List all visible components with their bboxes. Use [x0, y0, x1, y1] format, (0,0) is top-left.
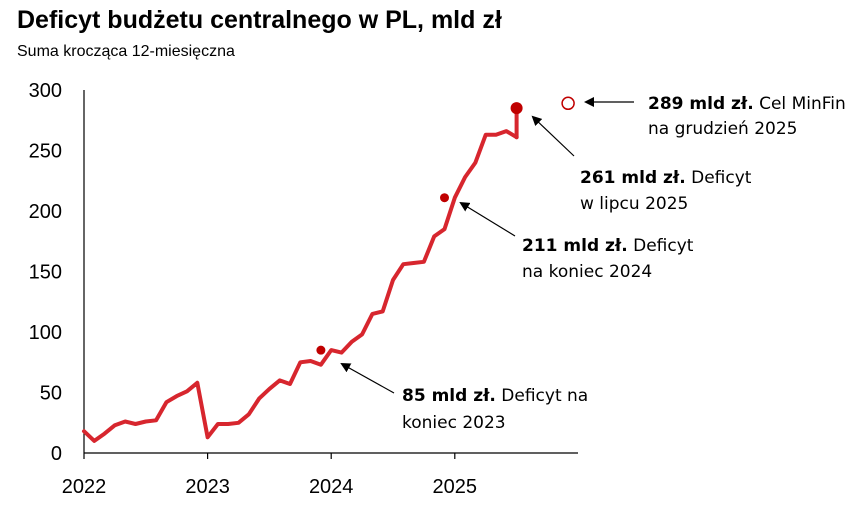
annotation-july-2025-line2: w lipcu 2025	[580, 194, 688, 214]
annotation-end-2023-value: 85 mld zł.	[402, 386, 496, 406]
annotation-july-2025: 261 mld zł. Deficyt w lipcu 2025	[531, 115, 752, 214]
y-tick-label: 200	[29, 201, 62, 223]
annotation-target-text: Cel MinFin	[754, 94, 846, 114]
y-tick-label: 300	[29, 80, 62, 102]
annotation-end-2024-value: 211 mld zł.	[522, 236, 628, 256]
arrow-july-2025	[531, 115, 575, 157]
highlight-point	[440, 193, 449, 203]
arrow-end-2024	[459, 201, 516, 237]
y-tick-label: 100	[29, 322, 62, 344]
arrow-end-2023	[340, 363, 395, 394]
chart-subtitle: Suma krocząca 12-miesięczna	[17, 43, 235, 60]
svg-text:211 mld zł. Deficyt: 211 mld zł. Deficyt	[522, 236, 694, 256]
plot-area	[82, 96, 575, 443]
x-tick-label: 2023	[185, 476, 230, 498]
annotation-end-2024: 211 mld zł. Deficyt na koniec 2024	[459, 201, 694, 282]
annotation-end-2023: 85 mld zł. Deficyt na koniec 2023	[340, 363, 588, 433]
svg-text:289 mld zł. Cel MinFin: 289 mld zł. Cel MinFin	[648, 94, 846, 114]
annotation-july-2025-text: Deficyt	[686, 168, 752, 188]
annotation-target: 289 mld zł. Cel MinFin na grudzień 2025	[584, 94, 846, 139]
y-tick-label: 150	[29, 262, 62, 284]
chart-title: Deficyt budżetu centralnego w PL, mld zł	[17, 6, 502, 34]
x-tick-labels: 2022 2023 2024 2025	[62, 453, 477, 498]
annotation-end-2024-line2: na koniec 2024	[522, 262, 652, 282]
x-tick-label: 2024	[309, 476, 354, 498]
svg-text:85 mld zł. Deficyt na: 85 mld zł. Deficyt na	[402, 386, 588, 406]
y-tick-label: 0	[51, 443, 62, 465]
x-tick-label: 2022	[62, 476, 107, 498]
annotation-target-value: 289 mld zł.	[648, 94, 754, 114]
annotation-end-2023-line2: koniec 2023	[402, 413, 506, 433]
svg-text:261 mld zł. Deficyt: 261 mld zł. Deficyt	[580, 168, 752, 188]
highlight-point	[316, 345, 326, 355]
x-tick-label: 2025	[433, 476, 478, 498]
annotation-end-2023-text: Deficyt na	[496, 386, 588, 406]
y-tick-label: 50	[40, 383, 62, 405]
annotation-july-2025-value: 261 mld zł.	[580, 168, 686, 188]
highlight-point	[510, 102, 523, 115]
annotation-end-2024-text: Deficyt	[628, 236, 694, 256]
annotation-target-line2: na grudzień 2025	[648, 119, 798, 139]
deficit-series-line	[82, 129, 519, 443]
y-tick-label: 250	[29, 141, 62, 163]
target-point	[561, 96, 575, 111]
y-tick-labels: 0 50 100 150 200 250 300	[29, 80, 62, 465]
